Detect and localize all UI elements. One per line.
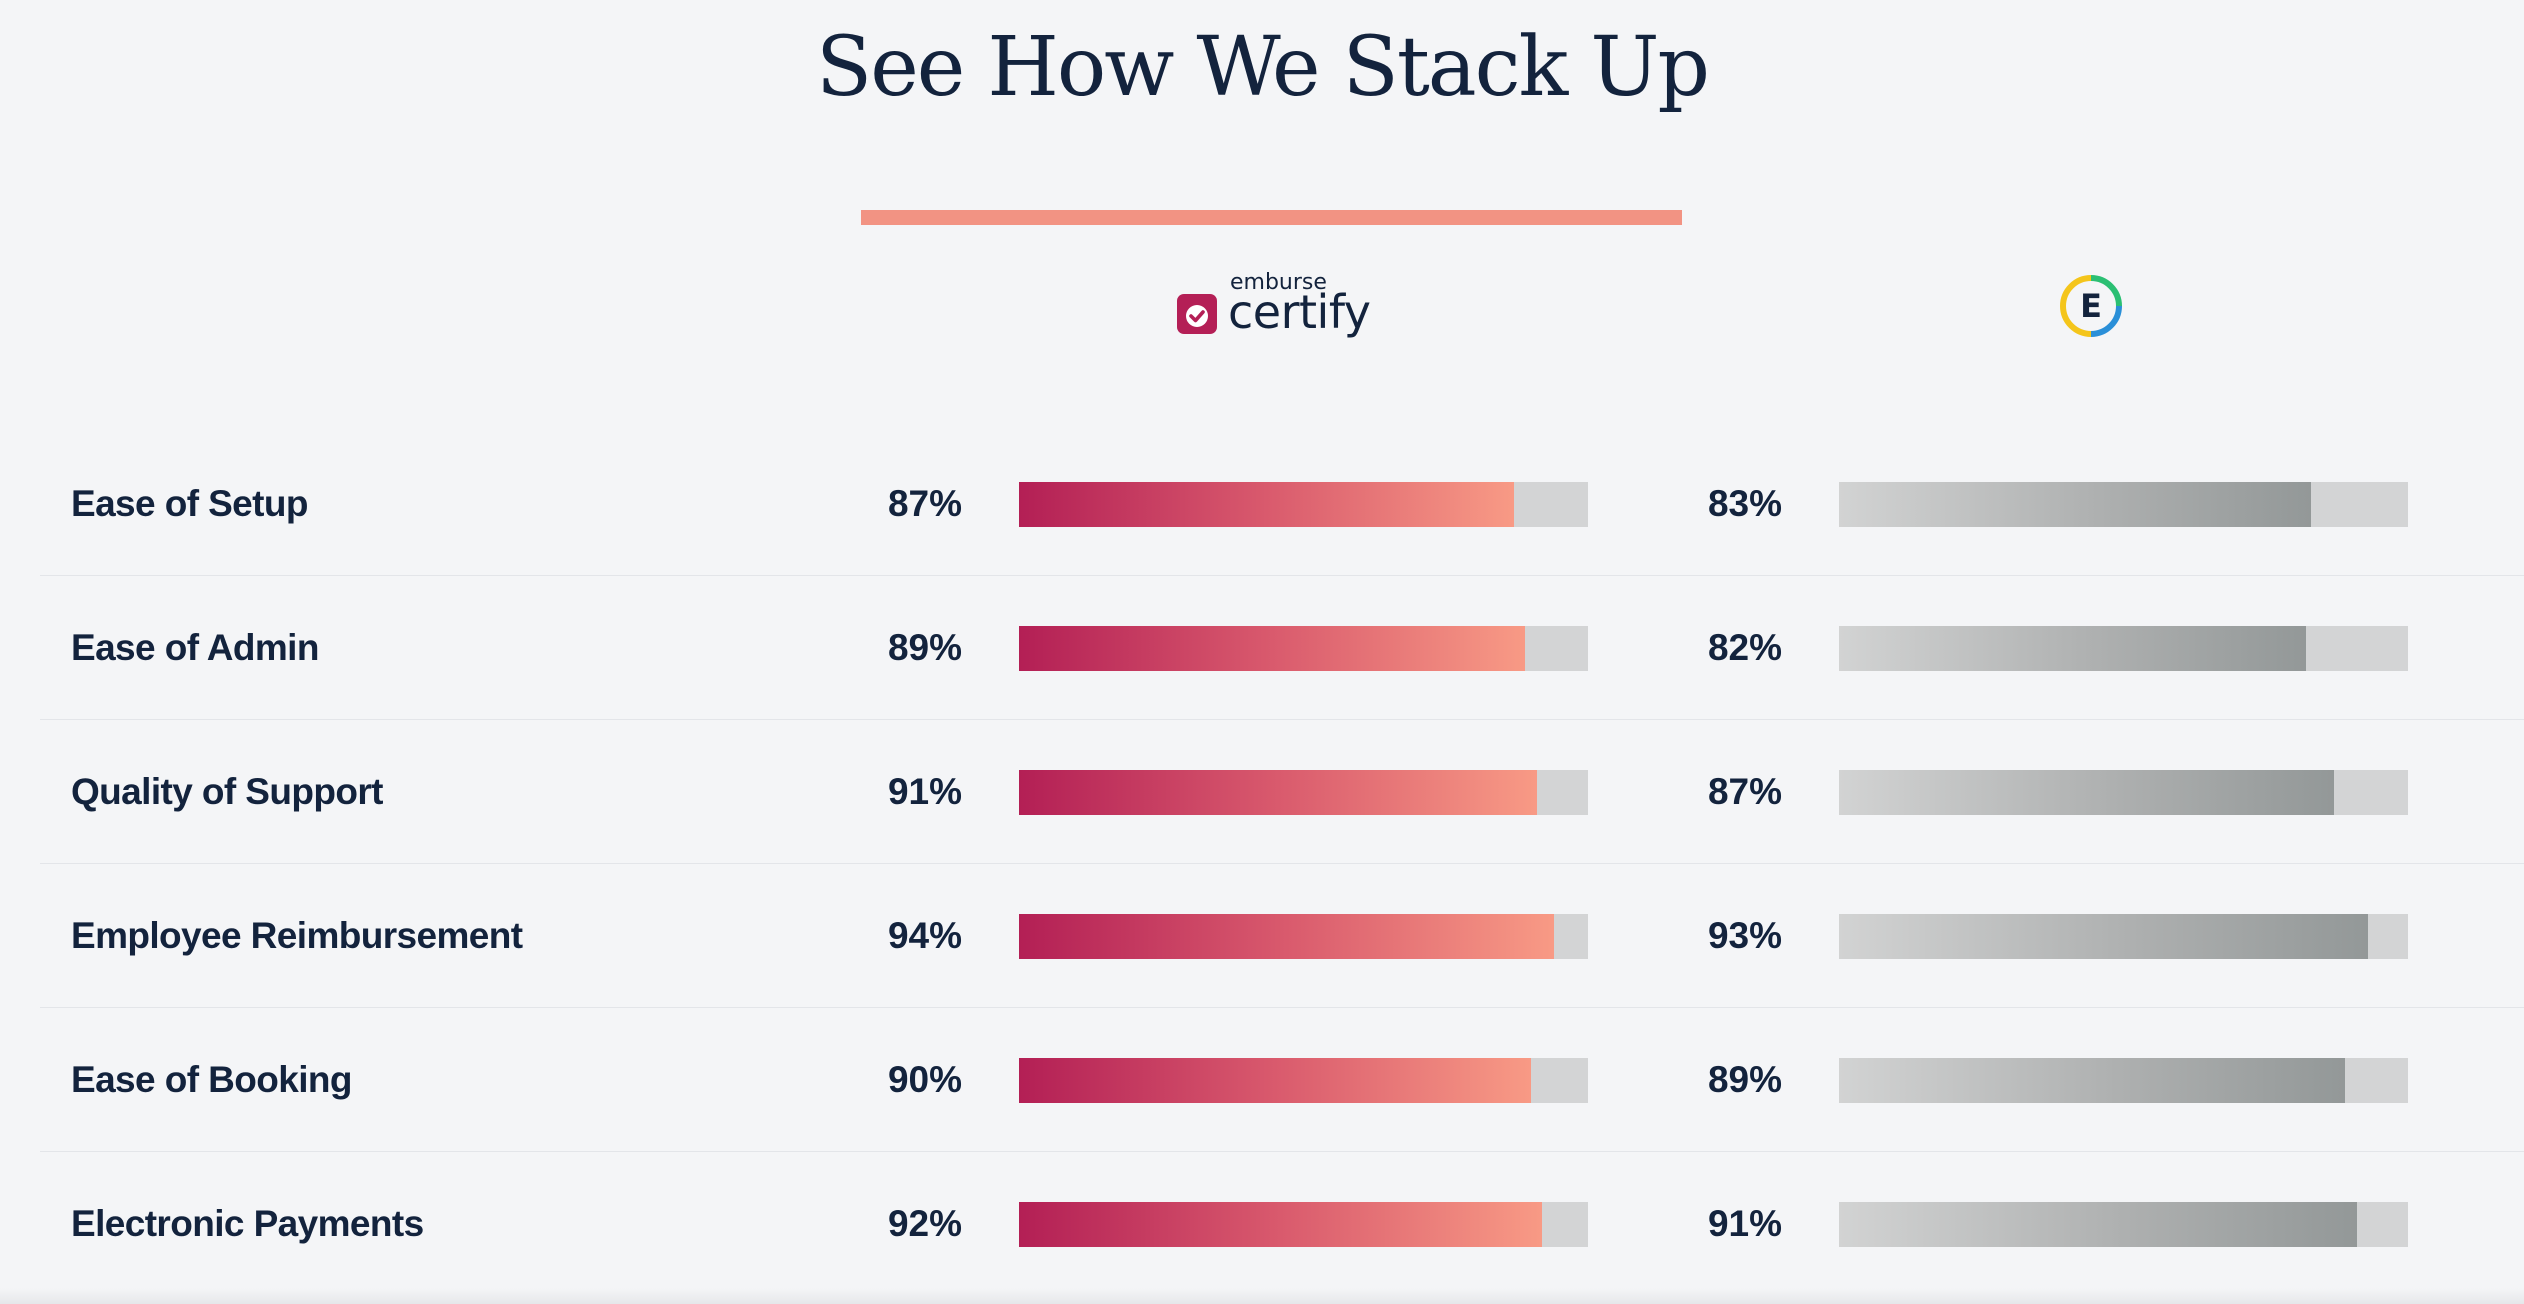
competitor-bar [1839, 1202, 2357, 1247]
certify-bar-track [1019, 1202, 1588, 1247]
page-title: See How We Stack Up [816, 20, 1710, 115]
competitor-value-label: 91% [1707, 1203, 1782, 1244]
expensify-letter: E [2080, 287, 2102, 325]
certify-brand-small: emburse [1230, 270, 1327, 295]
competitor-bar-track [1839, 626, 2408, 671]
certify-bar-track [1019, 914, 1588, 959]
category-label: Ease of Admin [71, 627, 319, 668]
category-label: Ease of Booking [71, 1059, 352, 1100]
certify-bar-track [1019, 770, 1588, 815]
category-label: Employee Reimbursement [71, 915, 523, 956]
competitor-bar [1839, 482, 2312, 527]
certify-logo: emburse certify [1177, 270, 1377, 340]
certify-bar [1019, 626, 1526, 671]
competitor-bar [1839, 770, 2335, 815]
expensify-logo-icon: E [2058, 273, 2124, 339]
certify-value-label: 92% [887, 1203, 962, 1244]
category-label: Ease of Setup [71, 483, 308, 524]
competitor-value-label: 82% [1707, 627, 1782, 668]
certify-value-label: 89% [887, 627, 962, 668]
competitor-bar [1839, 1058, 2346, 1103]
competitor-bar [1839, 914, 2369, 959]
certify-bar [1019, 482, 1515, 527]
competitor-value-label: 93% [1707, 915, 1782, 956]
competitor-bar-track [1839, 1202, 2408, 1247]
competitor-bar-track [1839, 914, 2408, 959]
comparison-row: Electronic Payments 92% 91% [40, 1152, 2524, 1295]
checkmark-badge-icon [1177, 294, 1217, 334]
competitor-bar-track [1839, 1058, 2408, 1103]
certify-bar [1019, 914, 1554, 959]
certify-brand-name: certify [1228, 285, 1371, 339]
competitor-bar [1839, 626, 2306, 671]
accent-divider [861, 210, 1682, 225]
competitor-value-label: 87% [1707, 771, 1782, 812]
certify-value-label: 91% [887, 771, 962, 812]
competitor-bar-track [1839, 482, 2408, 527]
certify-bar [1019, 770, 1537, 815]
certify-value-label: 87% [887, 483, 962, 524]
comparison-row: Employee Reimbursement 94% 93% [40, 864, 2524, 1008]
certify-bar [1019, 1202, 1543, 1247]
certify-bar-track [1019, 482, 1588, 527]
comparison-row: Ease of Booking 90% 89% [40, 1008, 2524, 1152]
certify-value-label: 94% [887, 915, 962, 956]
comparison-table: Ease of Setup 87% 83% Ease of Admin 89% … [40, 432, 2524, 1295]
comparison-row: Quality of Support 91% 87% [40, 720, 2524, 864]
certify-bar [1019, 1058, 1532, 1103]
category-label: Electronic Payments [71, 1203, 424, 1244]
certify-value-label: 90% [887, 1059, 962, 1100]
category-label: Quality of Support [71, 771, 384, 812]
competitor-bar-track [1839, 770, 2408, 815]
comparison-row: Ease of Setup 87% 83% [40, 432, 2524, 576]
certify-bar-track [1019, 626, 1588, 671]
competitor-value-label: 83% [1707, 483, 1782, 524]
bottom-edge [0, 1288, 2524, 1304]
comparison-row: Ease of Admin 89% 82% [40, 576, 2524, 720]
competitor-value-label: 89% [1707, 1059, 1782, 1100]
certify-bar-track [1019, 1058, 1588, 1103]
